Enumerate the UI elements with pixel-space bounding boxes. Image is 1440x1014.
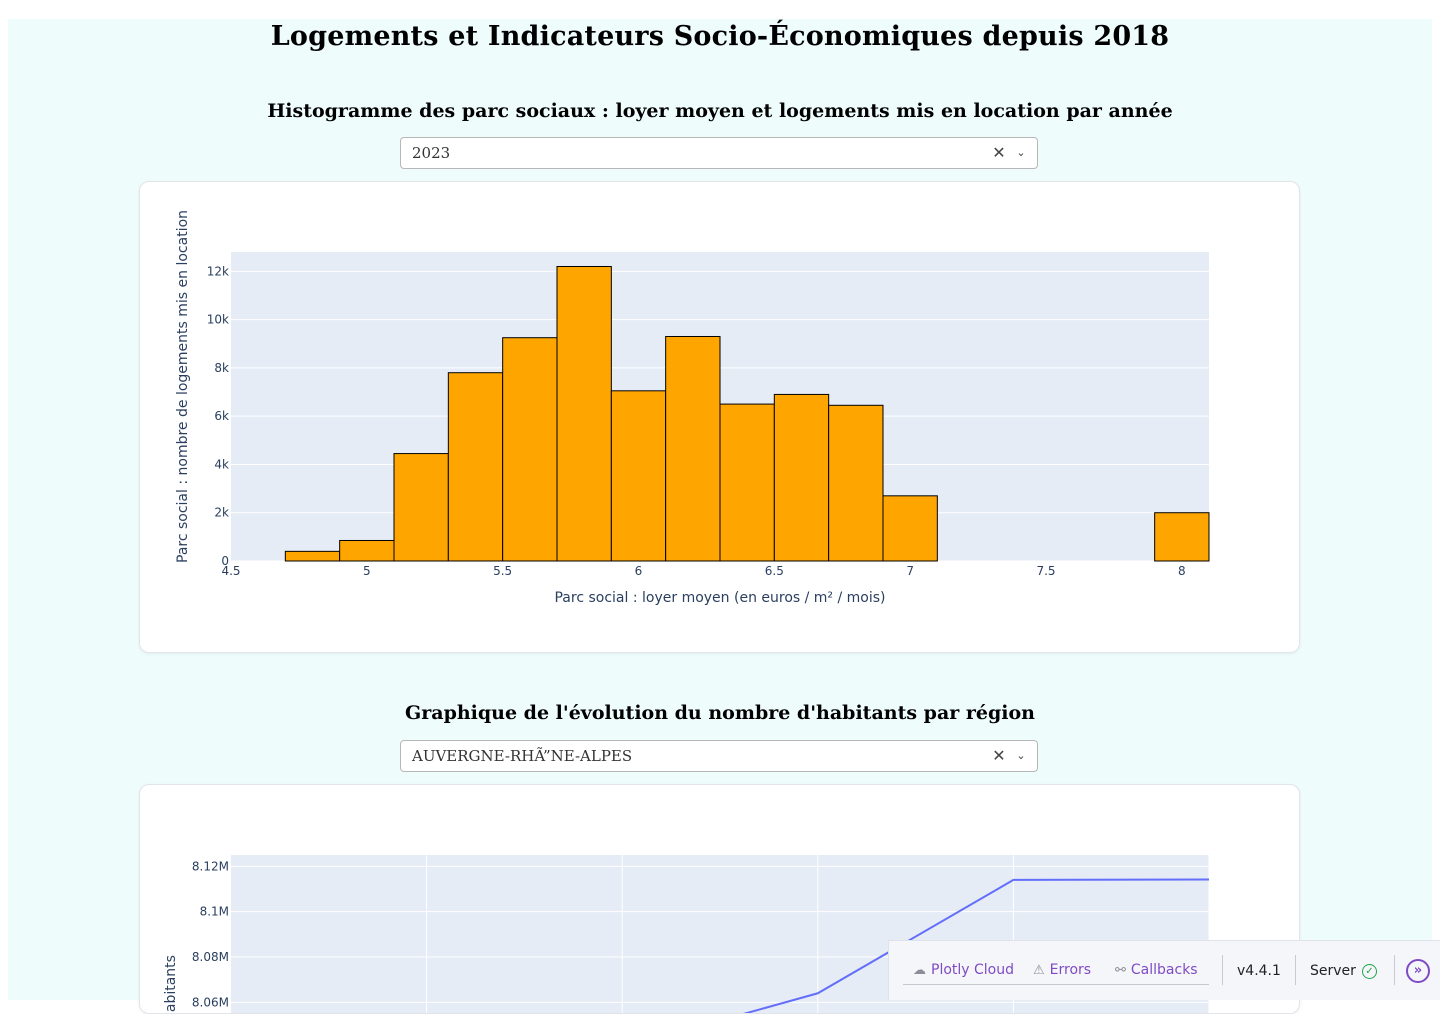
population-section-title: Graphique de l'évolution du nombre d'hab… [405, 702, 1035, 724]
histogram-card: 0 2k 4k 6k 8k 10k 12k 4.5 5 5.5 6 6.5 7 7.5 8 Parc soci… [139, 181, 1300, 653]
y-tick-label: 8.08M [192, 950, 229, 964]
y-tick-label: 10k [207, 313, 229, 327]
y-tick-label: 8.06M [192, 995, 229, 1009]
histogram-section-title: Histogramme des parc sociaux : loyer moy… [267, 100, 1173, 122]
x-tick-label: 4.5 [221, 564, 240, 578]
x-tick-label: 6.5 [765, 564, 784, 578]
chevron-down-icon[interactable]: ⌄ [1016, 749, 1026, 762]
errors-label: Errors [1049, 962, 1092, 978]
x-axis-title: Parc social : loyer moyen (en euros / m²… [554, 590, 885, 606]
server-label: Server [1310, 963, 1356, 979]
histogram-bar[interactable] [828, 404, 884, 562]
histogram-bar[interactable] [447, 372, 504, 562]
histogram-bar[interactable] [339, 539, 395, 562]
histogram-bar[interactable] [556, 265, 612, 562]
close-icon[interactable]: ✕ [992, 143, 1006, 162]
x-tick-label: 7 [906, 564, 914, 578]
warning-icon: ⚠ [1033, 962, 1045, 978]
y-tick-label: 0 [221, 554, 229, 568]
x-tick-label: 5.5 [493, 564, 512, 578]
region-dropdown-value: AUVERGNE-RHÃ”NE-ALPES [412, 747, 633, 765]
histogram-bar[interactable] [719, 403, 775, 562]
y-tick-label: 12k [207, 264, 229, 278]
y-tick-label: 6k [214, 409, 229, 423]
cloud-icon: ☁ [913, 962, 926, 978]
version-label: v4.4.1 [1237, 963, 1281, 979]
year-dropdown[interactable]: 2023 ✕ ⌄ [400, 137, 1038, 169]
histogram-bar[interactable] [610, 390, 667, 562]
y-axis-title: habitants [163, 955, 179, 1014]
callbacks-icon: ⚯ [1115, 962, 1126, 978]
check-circle-icon: ✓ [1361, 963, 1377, 979]
callbacks-button[interactable]: ⚯ Callbacks [1115, 962, 1198, 978]
x-tick-label: 7.5 [1036, 564, 1055, 578]
y-tick-label: 8.12M [192, 859, 229, 873]
histogram-bar[interactable] [393, 453, 449, 562]
divider [1295, 955, 1296, 985]
divider [1394, 955, 1395, 985]
devtools-underline [903, 984, 1209, 985]
x-tick-label: 6 [635, 564, 643, 578]
histogram-bar[interactable] [665, 335, 721, 562]
expand-icon[interactable]: » [1406, 959, 1430, 983]
histogram-chart[interactable]: 0 2k 4k 6k 8k 10k 12k 4.5 5 5.5 6 6.5 7 7.5 8 Parc soci… [140, 182, 1300, 653]
histogram-bar[interactable] [882, 495, 938, 562]
y-axis-title: Parc social : nombre de logements mis en… [175, 210, 191, 563]
divider [1222, 955, 1223, 985]
plotly-cloud-button[interactable]: ☁ Plotly Cloud [913, 962, 1014, 978]
x-tick-label: 8 [1178, 564, 1186, 578]
close-icon[interactable]: ✕ [992, 746, 1006, 765]
dash-devtools-bar: ☁ Plotly Cloud ⚠ Errors ⚯ Callbacks v4.4… [888, 940, 1440, 1000]
histogram-bar[interactable] [773, 393, 830, 562]
y-tick-label: 4k [214, 457, 229, 471]
plotly-cloud-label: Plotly Cloud [931, 962, 1015, 978]
histogram-bar[interactable] [502, 337, 558, 562]
histogram-bar[interactable] [1154, 512, 1210, 562]
chevron-down-icon[interactable]: ⌄ [1016, 146, 1026, 159]
x-tick-label: 5 [363, 564, 371, 578]
y-tick-label: 8k [214, 361, 229, 375]
y-tick-label: 2k [214, 506, 229, 520]
server-status[interactable]: Server ✓ [1310, 963, 1377, 979]
page-title: Logements et Indicateurs Socio-Économiqu… [270, 21, 1170, 52]
app-container: Logements et Indicateurs Socio-Économiqu… [8, 19, 1432, 1014]
histogram-bar[interactable] [284, 550, 341, 562]
callbacks-label: Callbacks [1130, 962, 1198, 978]
y-tick-label: 8.1M [200, 905, 229, 919]
region-dropdown[interactable]: AUVERGNE-RHÃ”NE-ALPES ✕ ⌄ [400, 740, 1038, 772]
population-series-line[interactable] [622, 878, 1209, 1014]
errors-button[interactable]: ⚠ Errors [1033, 962, 1091, 978]
year-dropdown-value: 2023 [412, 144, 451, 162]
